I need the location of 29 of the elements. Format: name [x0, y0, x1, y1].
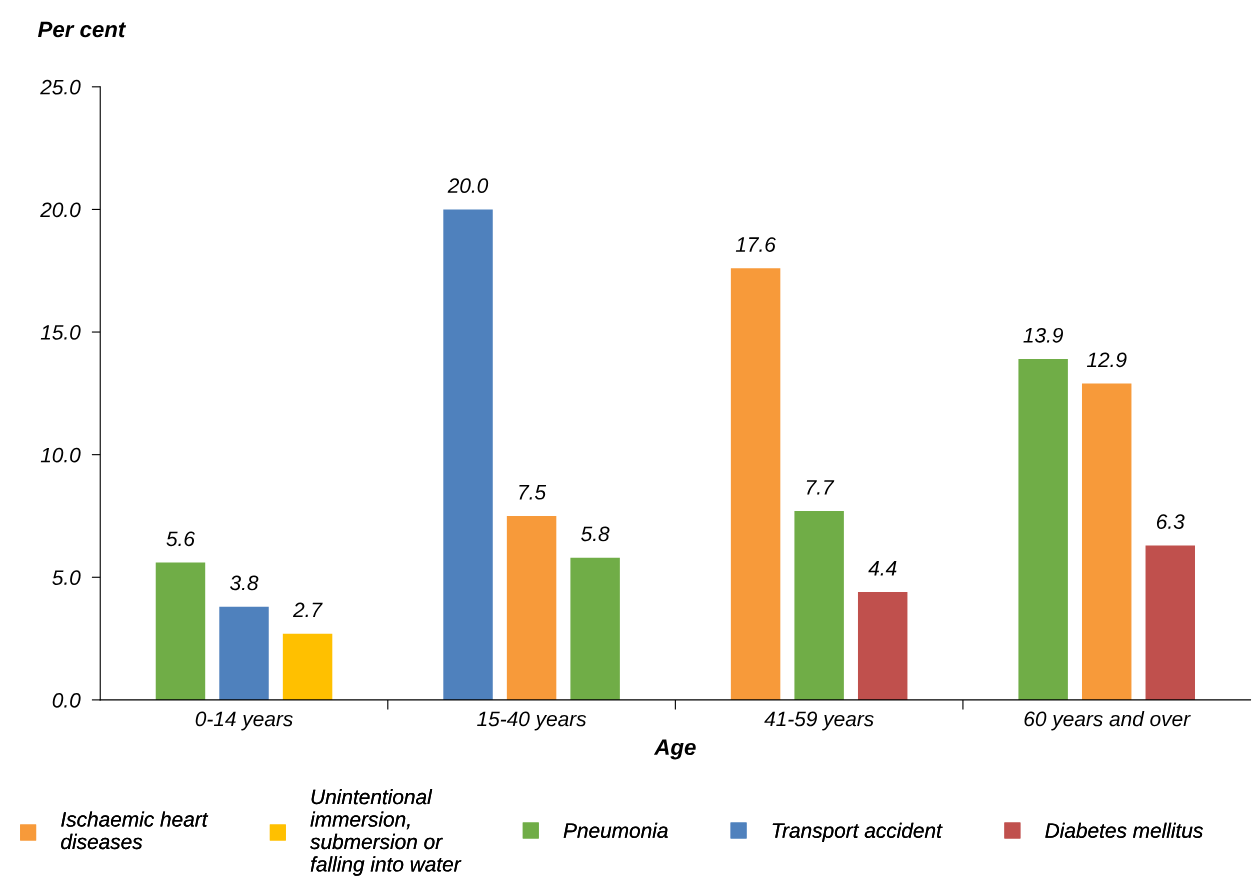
data-label: 7.7 — [806, 480, 835, 495]
legend-label: Unintentional immersion, submersion or falling into water — [310, 788, 462, 876]
y-tick-label: 25.0 — [40, 79, 81, 95]
x-tick-label: 60 years and over — [1024, 711, 1191, 731]
legend-label: Pneumonia — [563, 822, 668, 838]
x-axis-title: Age — [653, 739, 696, 760]
data-label: 5.6 — [166, 531, 195, 547]
data-label: 2.7 — [292, 602, 323, 618]
data-label: 17.6 — [735, 237, 776, 252]
data-label: 20.0 — [447, 178, 489, 194]
y-tick-label: 0.0 — [52, 692, 81, 708]
x-tick-label: 41-59 years — [764, 711, 874, 731]
legend-label: Ischaemic heart diseases — [61, 811, 209, 850]
data-label: 5.8 — [581, 526, 610, 542]
data-label: 4.4 — [868, 561, 897, 576]
y-tick-label: 20.0 — [40, 202, 81, 218]
data-label: 13.9 — [1023, 327, 1064, 343]
y-tick-label: 15.0 — [40, 325, 81, 340]
data-label: 3.8 — [230, 575, 259, 591]
data-label: 6.3 — [1156, 514, 1185, 530]
x-tick-label: 0-14 years — [195, 711, 293, 731]
legend-label: Diabetes mellitus — [1045, 822, 1203, 838]
y-tick-label: 5.0 — [52, 570, 81, 586]
legend-label: Transport accident — [772, 822, 943, 843]
y-axis-title: Per cent — [37, 21, 127, 38]
data-label: 7.5 — [519, 485, 547, 500]
data-label: 12.9 — [1086, 352, 1127, 368]
x-tick-label: 15-40 years — [477, 711, 587, 731]
y-tick-label: 10.0 — [40, 447, 81, 463]
